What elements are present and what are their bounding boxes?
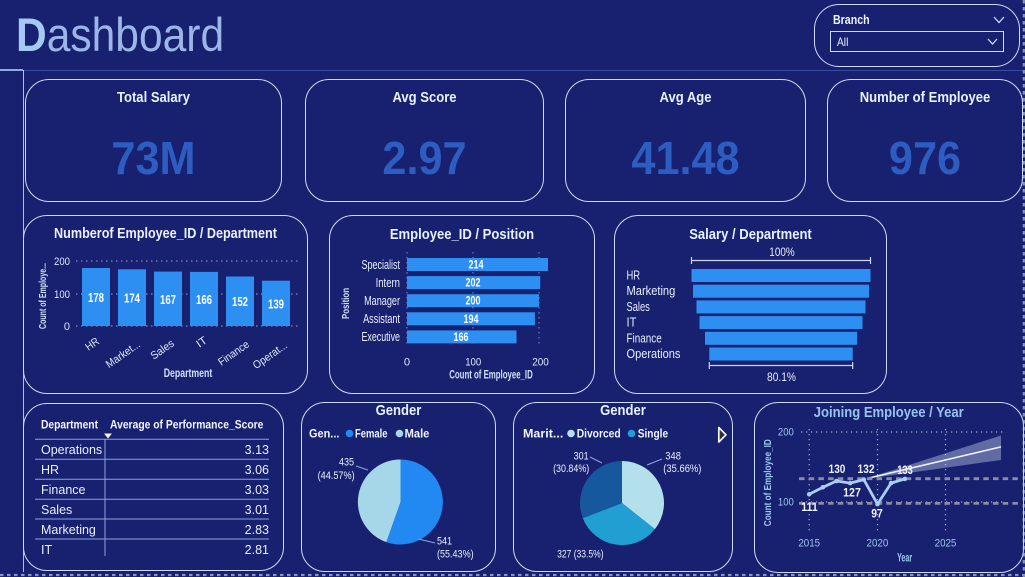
svg-text:2020: 2020 <box>867 538 889 550</box>
svg-text:Intern: Intern <box>375 276 399 290</box>
svg-text:166: 166 <box>453 330 468 344</box>
svg-text:HR: HR <box>627 269 641 283</box>
svg-text:139: 139 <box>268 297 284 311</box>
svg-text:3.06: 3.06 <box>245 463 269 477</box>
svg-text:152: 152 <box>232 295 248 309</box>
svg-text:Single: Single <box>638 427 669 441</box>
svg-text:Male: Male <box>405 427 430 441</box>
svg-text:0: 0 <box>403 357 409 369</box>
svg-text:178: 178 <box>88 291 104 305</box>
svg-text:HR: HR <box>83 336 101 354</box>
svg-text:2015: 2015 <box>798 538 820 550</box>
svg-text:Specialist: Specialist <box>361 258 400 272</box>
svg-text:Count of Employe...: Count of Employe... <box>38 263 49 329</box>
svg-text:202: 202 <box>465 276 480 290</box>
svg-text:Operations: Operations <box>41 443 102 457</box>
svg-text:Female: Female <box>355 427 388 441</box>
svg-text:Marit...: Marit... <box>523 427 563 441</box>
svg-text:127: 127 <box>843 487 861 499</box>
svg-text:111: 111 <box>801 502 818 514</box>
svg-text:80.1%: 80.1% <box>767 370 796 384</box>
svg-text:Marketing: Marketing <box>41 523 96 537</box>
svg-text:Divorced: Divorced <box>577 427 621 441</box>
svg-text:3.03: 3.03 <box>245 483 269 497</box>
svg-text:(30.84%): (30.84%) <box>553 463 589 475</box>
svg-text:200: 200 <box>465 294 480 308</box>
svg-text:Marketing: Marketing <box>627 284 676 298</box>
svg-text:194: 194 <box>463 312 478 326</box>
svg-text:327 (33.5%): 327 (33.5%) <box>557 549 604 561</box>
svg-text:Finance: Finance <box>627 331 662 345</box>
svg-text:2.83: 2.83 <box>245 523 269 537</box>
svg-text:200: 200 <box>54 256 70 268</box>
svg-text:HR: HR <box>41 463 59 477</box>
svg-text:Sales: Sales <box>41 503 72 517</box>
svg-text:174: 174 <box>124 292 140 306</box>
svg-text:Operations: Operations <box>627 347 681 361</box>
svg-text:Department: Department <box>164 368 213 380</box>
svg-text:132: 132 <box>857 464 874 476</box>
svg-text:Sales: Sales <box>149 337 178 362</box>
svg-text:Position: Position <box>341 288 352 319</box>
svg-text:Manager: Manager <box>364 294 400 308</box>
svg-text:2.81: 2.81 <box>245 543 269 557</box>
svg-text:3.01: 3.01 <box>245 503 269 517</box>
svg-text:100: 100 <box>54 289 70 301</box>
svg-text:133: 133 <box>897 465 913 477</box>
svg-text:Finance: Finance <box>216 339 252 369</box>
svg-text:Market...: Market... <box>104 339 143 371</box>
svg-text:97: 97 <box>871 508 883 520</box>
svg-text:3.13: 3.13 <box>245 443 269 457</box>
svg-text:0: 0 <box>64 321 70 333</box>
svg-text:435: 435 <box>339 457 354 469</box>
svg-text:200: 200 <box>532 357 549 369</box>
svg-text:Assistant: Assistant <box>363 312 400 326</box>
svg-text:166: 166 <box>196 293 212 307</box>
svg-text:(35.66%): (35.66%) <box>663 463 701 475</box>
svg-text:130: 130 <box>829 464 846 476</box>
svg-text:301: 301 <box>574 451 589 463</box>
svg-text:Count of Employee_ID: Count of Employee_ID <box>449 370 533 382</box>
svg-text:IT: IT <box>627 316 637 330</box>
svg-text:IT: IT <box>41 543 52 557</box>
svg-text:200: 200 <box>778 427 794 439</box>
svg-text:348: 348 <box>665 451 681 463</box>
svg-text:167: 167 <box>160 293 176 307</box>
svg-text:2025: 2025 <box>935 538 957 550</box>
svg-text:Operat...: Operat... <box>251 340 290 372</box>
svg-text:100: 100 <box>465 357 481 369</box>
svg-text:Count of Employee_ID: Count of Employee_ID <box>763 439 774 526</box>
svg-text:Executive: Executive <box>361 330 400 344</box>
svg-text:(55.43%): (55.43%) <box>437 549 474 561</box>
svg-text:(44.57%): (44.57%) <box>318 470 355 482</box>
svg-text:IT: IT <box>194 334 210 350</box>
svg-text:Year: Year <box>897 553 912 565</box>
svg-text:Finance: Finance <box>41 483 86 497</box>
svg-text:Sales: Sales <box>627 300 650 314</box>
svg-text:541: 541 <box>437 536 452 548</box>
svg-text:Average of Performance_Score: Average of Performance_Score <box>110 418 264 432</box>
svg-text:214: 214 <box>468 258 483 272</box>
svg-text:100: 100 <box>778 497 794 509</box>
svg-text:100%: 100% <box>769 245 795 259</box>
svg-text:Gen...: Gen... <box>309 427 339 441</box>
svg-text:Department: Department <box>41 418 98 432</box>
